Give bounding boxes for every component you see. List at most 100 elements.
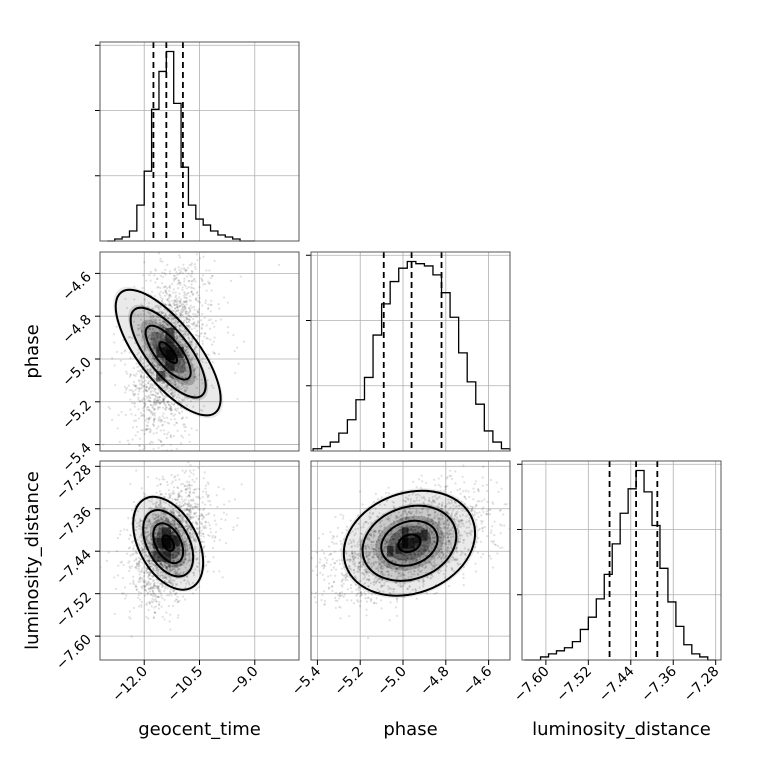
scatter-point <box>156 393 159 396</box>
scatter-point <box>173 304 176 307</box>
scatter-point <box>129 617 132 620</box>
scatter-point <box>174 320 177 323</box>
scatter-point <box>193 369 196 372</box>
scatter-point <box>176 474 180 477</box>
panel-frame <box>310 251 511 452</box>
scatter-point <box>158 574 161 577</box>
scatter-point <box>147 406 150 409</box>
scatter-point <box>188 354 191 357</box>
scatter-point <box>198 335 201 338</box>
scatter-point <box>157 285 160 289</box>
scatter-point <box>179 519 182 522</box>
scatter-point <box>221 576 224 579</box>
density-cell <box>156 347 166 358</box>
scatter-point <box>158 595 161 599</box>
scatter-point <box>173 556 176 560</box>
scatter-point <box>142 580 145 583</box>
scatter-point <box>139 313 142 316</box>
scatter-point <box>122 592 125 595</box>
scatter-point <box>203 545 206 548</box>
scatter-point <box>157 584 160 588</box>
scatter-point <box>174 300 177 303</box>
scatter-point <box>181 382 184 386</box>
scatter-point <box>176 299 180 303</box>
scatter-point <box>176 336 179 339</box>
scatter-point <box>144 347 147 350</box>
scatter-point <box>156 595 159 598</box>
scatter-point <box>187 499 190 502</box>
scatter-point <box>142 402 146 405</box>
scatter-point <box>146 559 149 562</box>
scatter-point <box>212 386 215 389</box>
scatter-point <box>161 584 164 587</box>
scatter-point <box>175 527 178 530</box>
scatter-point <box>163 338 166 341</box>
scatter-point <box>202 490 205 493</box>
scatter-point <box>129 482 132 485</box>
scatter-point <box>183 360 186 364</box>
scatter-point <box>148 602 152 605</box>
scatter-point <box>177 546 180 549</box>
scatter-point <box>169 443 172 447</box>
scatter-point <box>135 525 138 529</box>
scatter-point <box>156 531 159 534</box>
scatter-point <box>152 337 155 340</box>
scatter-point <box>143 298 147 301</box>
scatter-point <box>181 359 184 362</box>
scatter-point <box>159 493 162 496</box>
scatter-point <box>159 483 163 486</box>
scatter-point <box>186 348 189 351</box>
scatter-point <box>174 344 177 347</box>
scatter-point <box>177 393 180 396</box>
scatter-point <box>159 493 162 496</box>
scatter-point <box>147 428 150 431</box>
scatter-point <box>157 517 160 520</box>
scatter-point <box>188 315 191 318</box>
scatter-point <box>177 339 181 342</box>
scatter-point <box>147 476 150 479</box>
scatter-point <box>138 387 141 390</box>
scatter-point <box>167 323 171 327</box>
scatter-point <box>161 331 164 334</box>
scatter-point <box>182 423 185 426</box>
scatter-point <box>154 565 157 568</box>
scatter-point <box>209 310 212 313</box>
scatter-point <box>146 335 149 338</box>
scatter-point <box>188 339 191 342</box>
scatter-point <box>134 393 137 396</box>
scatter-point <box>195 527 199 530</box>
scatter-point <box>170 408 173 411</box>
scatter-point <box>185 269 188 272</box>
scatter-point <box>182 563 185 566</box>
scatter-point <box>140 379 143 382</box>
scatter-point <box>274 596 276 598</box>
scatter-point <box>177 335 180 338</box>
contour-2 <box>144 324 192 381</box>
scatter-point <box>174 564 177 567</box>
scatter-point <box>149 384 152 388</box>
scatter-point <box>165 567 168 570</box>
scatter-point <box>165 518 168 521</box>
scatter-point <box>200 522 203 525</box>
scatter-point <box>180 495 183 498</box>
scatter-point <box>151 574 155 578</box>
scatter-point <box>138 444 141 448</box>
scatter-point <box>141 407 144 410</box>
scatter-point <box>161 326 164 329</box>
scatter-point <box>171 381 175 384</box>
scatter-point <box>213 540 216 543</box>
scatter-point <box>171 565 174 569</box>
scatter-point <box>209 503 212 507</box>
scatter-point <box>144 323 148 326</box>
scatter-point <box>145 375 149 379</box>
scatter-point <box>217 303 220 306</box>
scatter-point <box>201 409 204 412</box>
scatter-point <box>158 389 161 393</box>
scatter-point <box>189 532 192 535</box>
scatter-point <box>198 247 200 249</box>
scatter-point <box>193 305 196 308</box>
scatter-point <box>179 370 182 373</box>
scatter-point <box>178 567 181 571</box>
scatter-point <box>146 406 149 409</box>
scatter-point <box>148 328 152 331</box>
